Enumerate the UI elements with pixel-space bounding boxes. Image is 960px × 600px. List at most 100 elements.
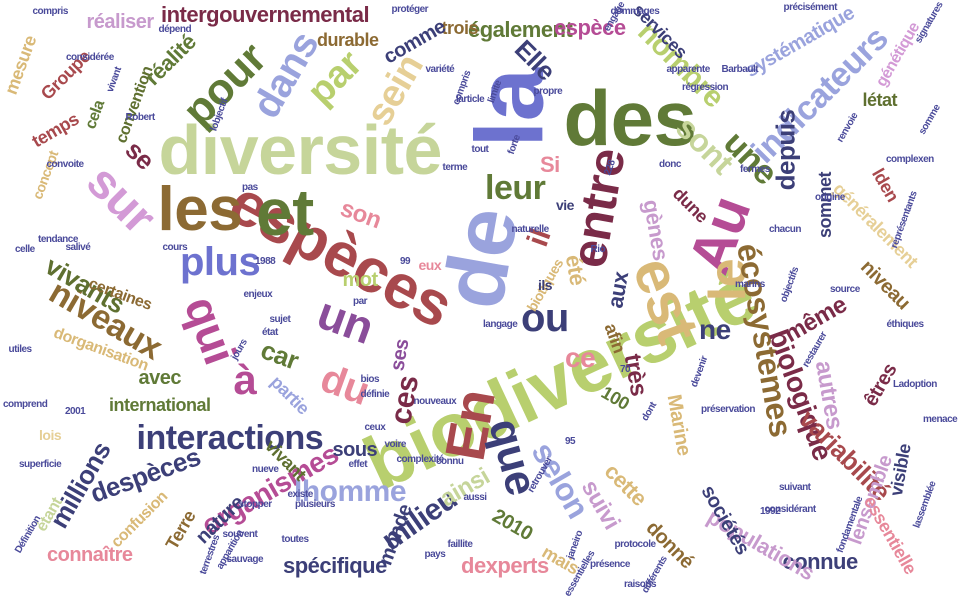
word-127: raisons — [624, 579, 657, 590]
word-168: sujet — [269, 314, 291, 325]
word-66: ne — [699, 314, 731, 345]
word-205: préservation — [701, 404, 756, 415]
word-194: 99 — [400, 256, 411, 267]
word-175: souvent — [222, 529, 258, 540]
word-97: réaliser — [86, 11, 155, 33]
word-189: faillite — [447, 539, 473, 550]
word-108: international — [109, 395, 211, 415]
word-171: superficie — [19, 459, 62, 470]
word-119: compris — [32, 6, 69, 17]
word-130: considérant — [764, 504, 817, 515]
word-137: éthiques — [886, 319, 925, 330]
word-53: 2010 — [487, 504, 536, 546]
word-148: propre — [533, 86, 563, 97]
word-1: diversité — [158, 111, 443, 189]
word-60: car — [257, 334, 303, 376]
word-195: par — [353, 296, 368, 307]
word-33: depuis — [769, 109, 800, 191]
word-99: mesure — [0, 32, 40, 98]
word-211: Rio — [590, 244, 606, 255]
word-160: celle — [15, 244, 35, 255]
word-143: Barbault — [721, 64, 759, 75]
word-140: complexen — [886, 154, 934, 165]
word-7: de — [424, 200, 537, 316]
word-165: 1988 — [255, 256, 276, 267]
word-56: sous — [332, 439, 378, 461]
word-65: ce — [565, 342, 596, 373]
word-81: lden — [867, 164, 903, 206]
word-117: ils — [538, 277, 553, 293]
word-49: dexperts — [461, 553, 549, 578]
word-25: plus — [180, 240, 261, 284]
word-12: sur — [75, 155, 166, 245]
word-164: enjeux — [243, 289, 273, 300]
word-125: présence — [590, 559, 630, 570]
word-201: chacun — [769, 224, 802, 235]
word-161: salivé — [65, 242, 91, 253]
word-184: voire — [384, 439, 407, 450]
word-170: 2001 — [65, 406, 86, 417]
word-135: objectifs — [777, 265, 801, 304]
word-186: aussi — [463, 492, 488, 503]
word-28: interactions — [136, 419, 324, 457]
word-18: du — [314, 356, 375, 414]
word-122: langage — [483, 319, 518, 330]
word-150: variété — [425, 64, 455, 75]
word-188: pays — [424, 549, 446, 560]
word-91: espèce — [554, 15, 626, 40]
word-138: origine — [815, 192, 845, 203]
word-88: sommet — [815, 171, 836, 239]
word-64: Si — [540, 152, 560, 177]
word-155: vivant — [104, 65, 125, 94]
word-128: janeiro — [564, 529, 585, 561]
word-139: renvoie — [834, 111, 861, 145]
word-163: pas — [242, 182, 258, 193]
word-115: lois — [39, 427, 62, 443]
word-173: Définition — [12, 514, 43, 556]
word-134: marins — [735, 279, 765, 290]
word-93: trois — [441, 18, 479, 38]
word-82: gènes — [637, 197, 674, 263]
word-124: sauvage — [226, 554, 264, 565]
word-190: nouveaux — [413, 396, 457, 407]
word-118: eux — [418, 257, 442, 273]
word-61: mot — [342, 269, 379, 291]
word-142: précisément — [783, 2, 838, 13]
word-203: somme — [916, 102, 943, 137]
word-101: cela — [81, 98, 108, 132]
word-162: cours — [162, 242, 188, 253]
word-5: les — [157, 175, 243, 244]
word-214: complexité — [396, 454, 445, 465]
word-193: 95 — [565, 436, 576, 447]
word-166: état — [262, 327, 278, 338]
word-181: nueve — [252, 464, 279, 475]
word-213: dont — [639, 400, 660, 424]
word-153: dépend — [158, 24, 192, 35]
word-23: ou — [521, 296, 569, 340]
word-179: existe — [287, 489, 314, 500]
word-169: comprend — [3, 399, 48, 410]
word-90: également — [468, 17, 573, 42]
word-209: 1992 — [760, 506, 781, 517]
word-182: bios — [360, 374, 380, 385]
word-45: connue — [782, 549, 859, 574]
word-197: tout — [471, 144, 489, 155]
word-187: connu — [436, 456, 464, 467]
word-123: définie — [360, 389, 390, 400]
word-154: considérée — [66, 52, 114, 63]
word-157: Robert — [125, 112, 156, 123]
word-121: naturelle — [511, 224, 550, 235]
word-20: à — [233, 356, 257, 403]
word-38: lhomme — [294, 475, 407, 508]
word-87: létat — [862, 90, 898, 110]
word-109: partie — [266, 371, 314, 419]
word-132: menace — [923, 414, 958, 425]
word-44: connaître — [47, 544, 133, 566]
word-58: ses — [386, 337, 414, 373]
word-71: Marine — [662, 392, 695, 458]
word-178: toutes — [281, 534, 310, 545]
word-158: convoite — [46, 159, 85, 170]
word-172: utiles — [8, 344, 33, 355]
word-141: signatures — [913, 0, 946, 46]
